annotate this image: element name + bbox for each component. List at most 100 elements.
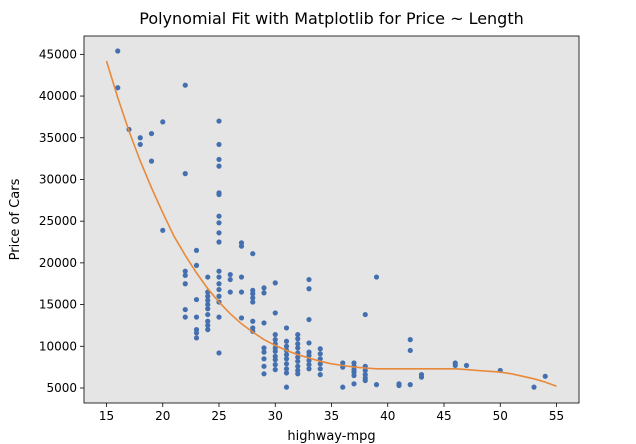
data-point <box>283 366 290 372</box>
data-point <box>295 345 301 351</box>
data-point <box>216 274 222 280</box>
data-point <box>148 158 155 164</box>
data-point <box>295 341 301 347</box>
data-point <box>295 332 301 338</box>
x-tick-label: 20 <box>155 409 170 423</box>
data-point <box>216 281 222 287</box>
data-point <box>340 360 346 366</box>
data-point <box>216 293 222 299</box>
x-tick-label: 15 <box>99 409 114 423</box>
y-tick-label: 45000 <box>39 47 77 61</box>
data-point <box>261 320 267 326</box>
data-point <box>272 367 278 373</box>
x-tick-label: 25 <box>211 409 226 423</box>
data-point <box>216 156 222 163</box>
data-point <box>205 311 211 318</box>
data-point <box>115 85 121 91</box>
data-point <box>283 361 290 367</box>
data-point <box>205 327 211 333</box>
data-point <box>295 358 301 364</box>
data-point <box>452 362 458 369</box>
data-point <box>250 318 256 324</box>
data-point <box>317 361 323 367</box>
data-point <box>407 382 413 388</box>
polynomial-fit-line <box>105 60 557 388</box>
data-point <box>283 325 290 331</box>
data-point <box>216 314 222 320</box>
x-tick-label: 45 <box>436 409 451 423</box>
data-point <box>362 377 368 384</box>
data-point <box>205 306 211 312</box>
data-point <box>216 141 222 148</box>
data-point <box>306 276 312 283</box>
data-point <box>227 276 233 283</box>
data-point <box>250 295 256 301</box>
data-point <box>261 349 267 355</box>
data-point <box>261 371 267 377</box>
data-point <box>193 330 200 336</box>
data-point <box>261 285 267 291</box>
data-point <box>250 291 256 297</box>
data-point <box>216 350 222 356</box>
data-point <box>216 286 222 293</box>
data-point <box>306 366 312 372</box>
data-point <box>351 381 357 387</box>
data-point <box>272 348 278 354</box>
data-point <box>250 299 256 305</box>
data-point <box>193 335 200 341</box>
data-point <box>227 289 233 295</box>
data-point <box>205 297 211 304</box>
data-point <box>396 382 402 389</box>
data-point <box>205 274 211 280</box>
data-point <box>160 119 166 125</box>
data-point <box>531 384 537 390</box>
data-point <box>216 220 222 226</box>
data-point <box>283 356 290 362</box>
data-point <box>283 352 290 358</box>
data-point <box>295 363 301 369</box>
y-tick-label: 10000 <box>39 339 77 353</box>
data-point <box>182 268 188 274</box>
data-point <box>261 356 267 362</box>
x-tick-label: 40 <box>380 409 395 423</box>
x-tick-label: 50 <box>493 409 508 423</box>
data-point <box>182 281 188 287</box>
y-tick-label: 5000 <box>46 381 77 395</box>
data-point <box>216 213 222 219</box>
data-point <box>272 332 278 338</box>
data-point <box>283 384 290 390</box>
data-point <box>148 130 155 137</box>
data-point <box>373 274 380 280</box>
data-point <box>295 336 301 342</box>
data-point <box>261 345 267 351</box>
data-point <box>182 272 188 278</box>
data-point <box>295 371 301 377</box>
data-point <box>238 289 245 295</box>
data-point <box>261 363 267 369</box>
data-point <box>193 262 200 268</box>
data-point <box>272 357 278 363</box>
data-point <box>193 314 200 320</box>
data-point <box>340 384 346 390</box>
chart-title: Polynomial Fit with Matplotlib for Price… <box>139 9 524 28</box>
data-point <box>407 347 413 354</box>
data-point <box>283 338 290 344</box>
data-point <box>272 362 278 368</box>
data-point <box>250 251 256 257</box>
y-tick-label: 25000 <box>39 214 77 228</box>
data-point <box>205 322 211 329</box>
data-point <box>238 243 245 249</box>
y-tick-label: 20000 <box>39 256 77 270</box>
axes: 15 20 25 30 35 40 45 50 55 5000 10000 15000 20000 250… <box>39 35 580 423</box>
data-point <box>317 372 323 378</box>
y-tick-label: 30000 <box>39 172 77 186</box>
data-point <box>238 315 245 321</box>
data-point <box>306 316 312 323</box>
data-point <box>463 362 470 369</box>
y-tick-label: 40000 <box>39 89 77 103</box>
data-point <box>160 227 166 233</box>
data-point <box>306 362 312 368</box>
data-point <box>238 274 245 280</box>
data-point <box>182 306 188 313</box>
data-point <box>137 135 143 141</box>
